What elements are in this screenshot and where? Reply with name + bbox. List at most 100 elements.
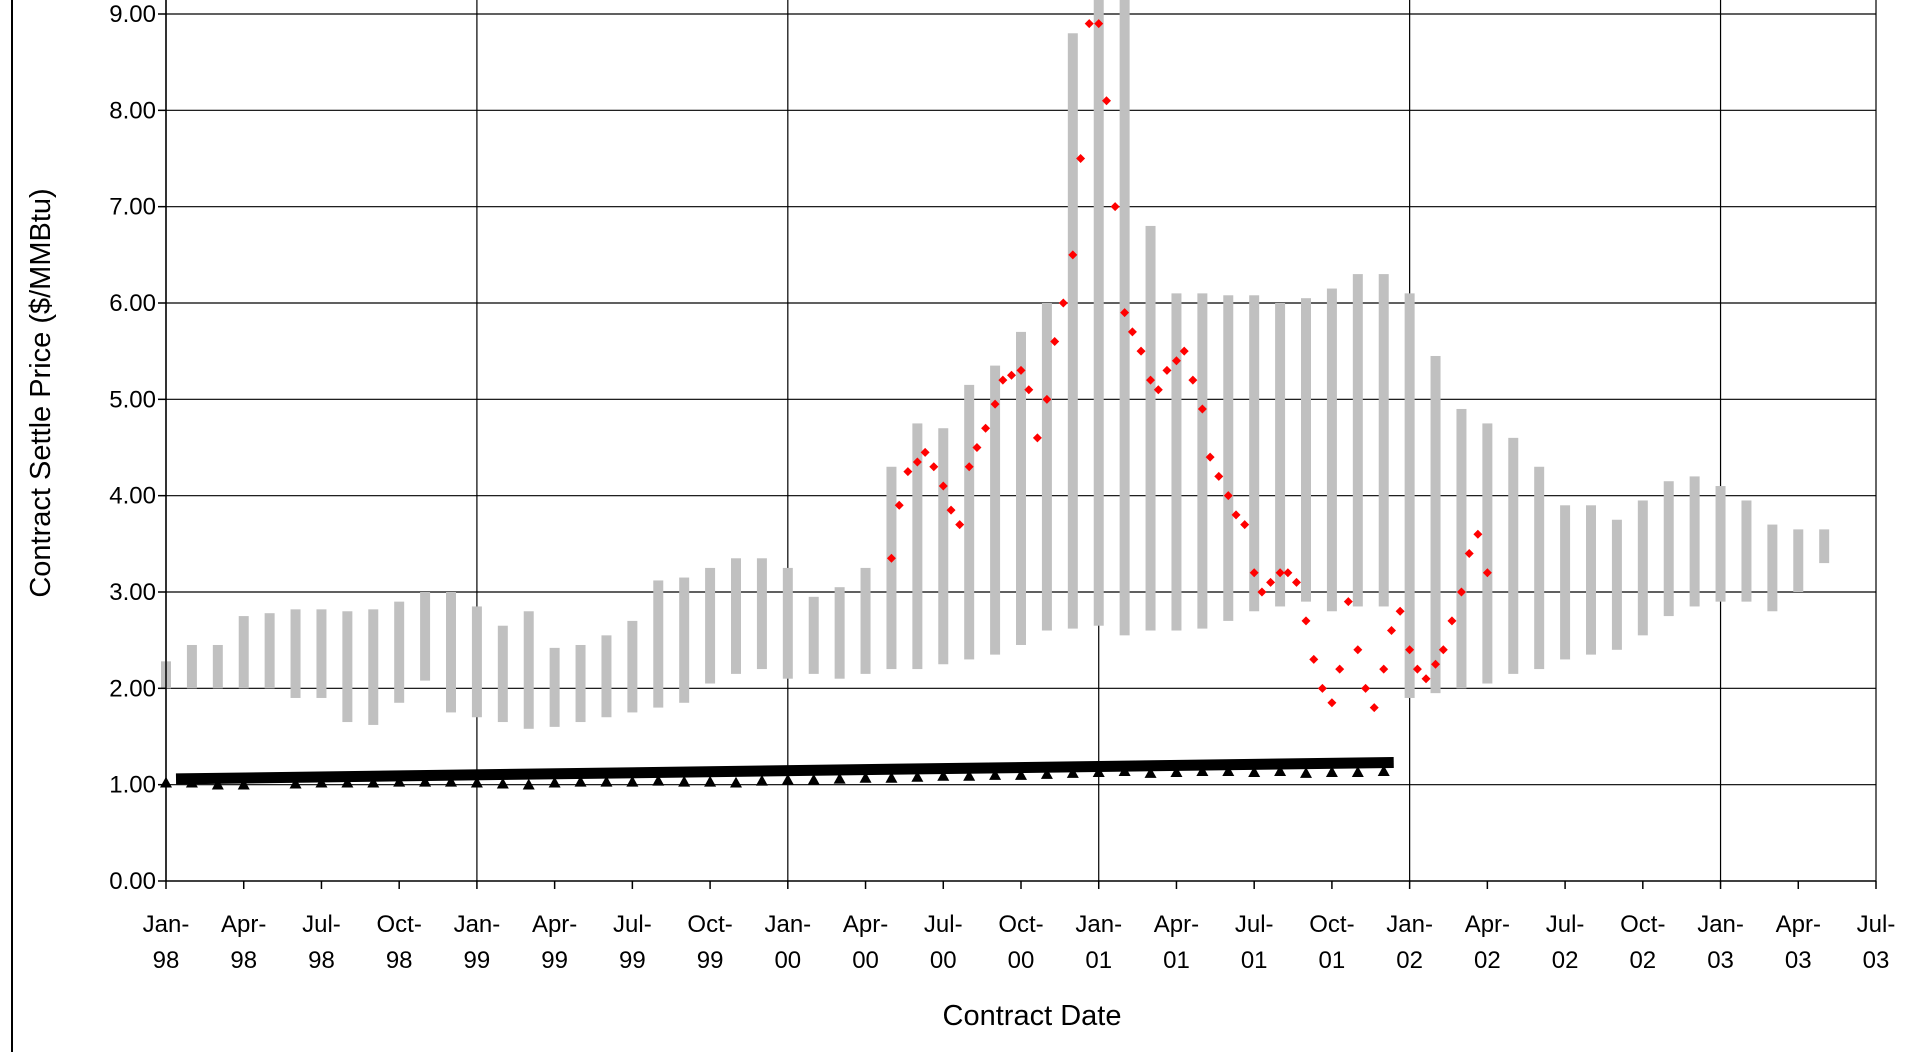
settle-point — [886, 553, 896, 563]
range-bar — [1171, 293, 1182, 631]
triangle-point — [548, 776, 561, 788]
x-tick-label-month: Oct- — [377, 911, 422, 938]
y-tick-label: 3.00 — [109, 579, 156, 606]
range-bar — [1663, 481, 1674, 617]
x-axis-title: Contract Date — [943, 1000, 1122, 1032]
x-tick-label-year: 99 — [697, 947, 724, 974]
x-tick-label-month: Oct- — [687, 911, 732, 938]
triangle-point — [367, 776, 380, 788]
range-bar — [679, 577, 690, 703]
settle-point — [1032, 433, 1042, 443]
settle-point — [1447, 616, 1457, 626]
range-bar — [1352, 274, 1363, 607]
settle-point — [1456, 587, 1466, 597]
range-bar-series — [161, 0, 1830, 729]
settle-point — [920, 447, 930, 457]
x-tick-label-month: Apr- — [1776, 911, 1821, 938]
settle-point — [1464, 548, 1474, 558]
triangle-point — [289, 777, 302, 789]
settle-point — [1120, 308, 1130, 318]
settle-point — [1301, 616, 1311, 626]
x-tick-label-year: 98 — [308, 947, 335, 974]
x-tick-label-year: 00 — [1008, 947, 1035, 974]
triangle-point — [833, 772, 846, 784]
range-bar — [342, 611, 353, 723]
y-tick-labels: 0.00 1.00 2.00 3.00 4.00 5.00 6.00 7.00 8.00 9.00 — [109, 1, 156, 895]
triangle-point — [989, 769, 1002, 780]
settle-point — [1050, 337, 1060, 347]
settle-point — [1361, 683, 1371, 693]
y-tick-label: 5.00 — [109, 386, 156, 413]
trend-line — [175, 757, 1394, 785]
x-tick-label-month: Oct- — [998, 911, 1043, 938]
settle-point — [894, 500, 904, 510]
range-bar — [497, 625, 508, 723]
triangle-point — [470, 776, 483, 788]
y-tick-label: 7.00 — [109, 194, 156, 221]
range-bar — [964, 384, 975, 660]
settle-point — [1412, 664, 1422, 674]
range-bar — [420, 592, 431, 681]
triangle-point — [1300, 767, 1312, 778]
triangle-point — [704, 775, 717, 787]
triangle-series — [160, 765, 1390, 790]
x-tick-label-year: 03 — [1785, 947, 1812, 974]
triangle-point — [1325, 766, 1338, 777]
settle-point — [1102, 96, 1111, 106]
settle-point — [912, 457, 922, 467]
triangle-point — [1015, 769, 1027, 780]
settle-point — [1146, 375, 1156, 385]
x-tick-label-month: Apr- — [1154, 911, 1199, 938]
range-bar — [653, 580, 664, 708]
settle-point — [946, 505, 956, 515]
x-tick-label-month: Jul- — [613, 911, 652, 938]
triangle-point — [1196, 765, 1209, 776]
range-bar — [368, 609, 379, 725]
triangle-point — [1377, 765, 1390, 776]
range-bar — [471, 606, 482, 718]
settle-point — [938, 481, 948, 491]
range-bar — [1637, 500, 1648, 636]
settle-point — [1084, 19, 1094, 29]
settle-point — [1309, 654, 1319, 664]
x-tick-label-year: 02 — [1629, 947, 1656, 974]
settle-point — [964, 462, 974, 472]
settle-point — [1353, 645, 1363, 655]
y-tick-label: 2.00 — [109, 675, 156, 702]
settle-point — [1197, 404, 1207, 414]
range-bar — [1508, 437, 1519, 674]
triangle-point — [1040, 768, 1053, 779]
range-bar — [1560, 505, 1571, 660]
y-tick-label: 1.00 — [109, 772, 156, 799]
settle-point — [1343, 597, 1353, 607]
settle-point — [1171, 356, 1181, 366]
settle-point — [1205, 452, 1215, 462]
settle-point — [1283, 568, 1293, 578]
triangle-point — [315, 776, 328, 788]
x-tick-label-year: 02 — [1552, 947, 1579, 974]
settle-point — [1136, 346, 1146, 356]
x-tick-label-year: 00 — [852, 947, 879, 974]
triangle-point — [730, 776, 742, 788]
range-bar — [1326, 288, 1337, 612]
range-bar — [1767, 524, 1778, 612]
range-bar — [601, 635, 612, 718]
range-bar — [1741, 500, 1752, 602]
x-tick-label-month: Jul- — [1857, 911, 1896, 938]
x-tick-label-year: 00 — [774, 947, 801, 974]
range-bar — [912, 423, 923, 670]
settle-point — [1214, 471, 1224, 481]
x-tick-label-year: 99 — [619, 947, 646, 974]
range-bar — [186, 644, 197, 689]
range-bar — [938, 428, 949, 665]
settle-point — [1369, 703, 1379, 713]
triangle-point — [781, 773, 794, 785]
y-tick-label: 0.00 — [109, 868, 156, 895]
range-bar — [782, 567, 793, 679]
settle-point — [1395, 606, 1405, 616]
range-bar — [1016, 331, 1026, 645]
settle-point — [1387, 626, 1396, 636]
settle-point — [1249, 568, 1259, 578]
triangle-point — [1248, 766, 1261, 777]
settle-point — [1327, 698, 1337, 708]
